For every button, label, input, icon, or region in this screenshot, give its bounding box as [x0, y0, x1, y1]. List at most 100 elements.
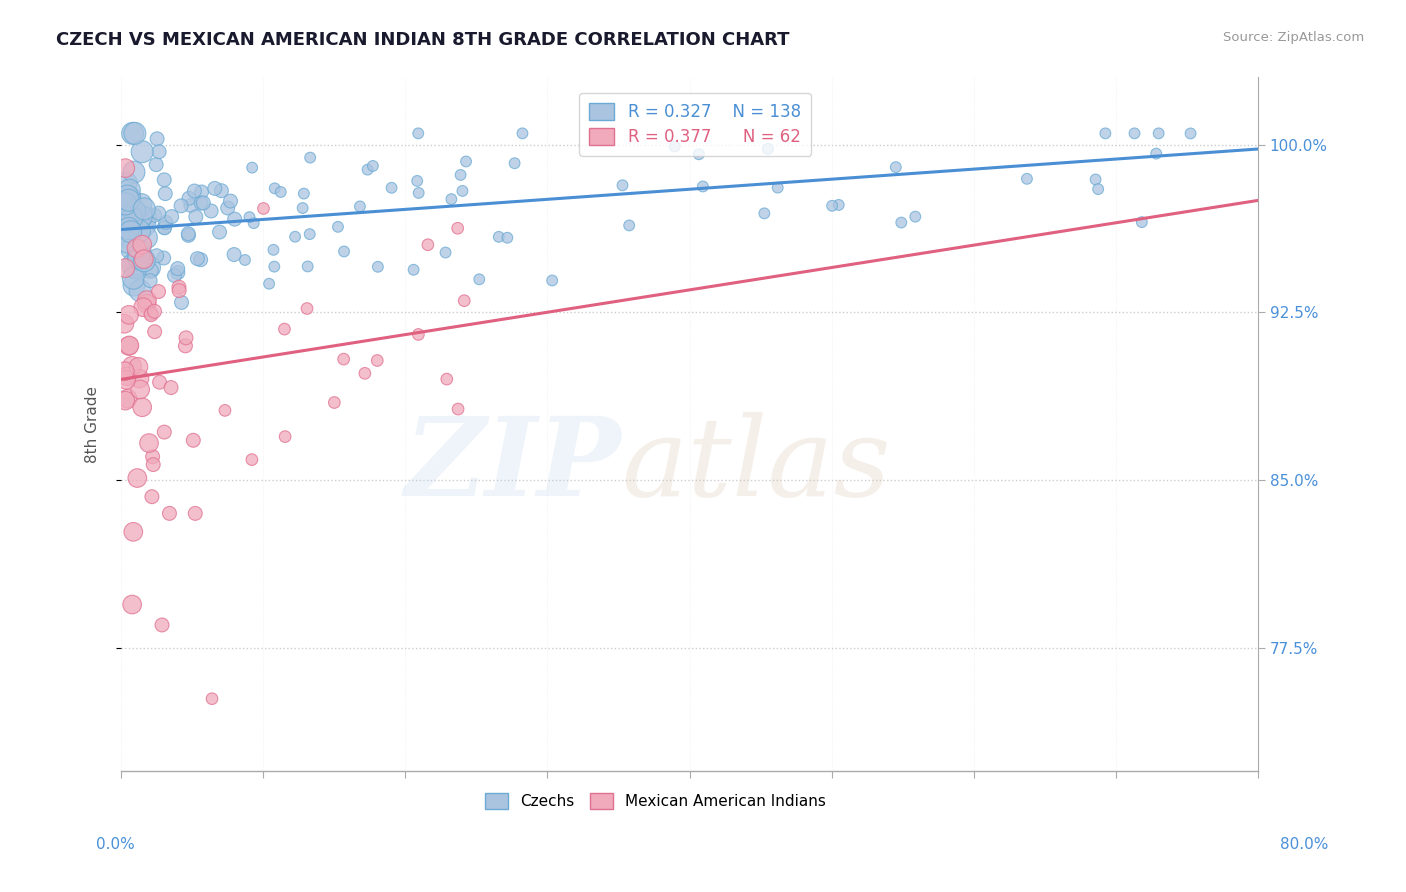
Point — [129, 244, 152, 258]
Point — [138, 436, 160, 450]
Point — [131, 145, 153, 159]
Point — [160, 210, 183, 224]
Point — [297, 260, 319, 274]
Point — [468, 272, 491, 286]
Point — [209, 184, 232, 198]
Point — [688, 147, 710, 161]
Point — [122, 271, 145, 285]
Point — [117, 235, 139, 249]
Point — [134, 202, 156, 216]
Point — [118, 339, 141, 353]
Point — [263, 260, 285, 274]
Point — [332, 352, 354, 367]
Point — [127, 471, 149, 485]
Point — [167, 284, 190, 298]
Point — [115, 212, 138, 227]
Point — [148, 145, 170, 159]
Point — [299, 151, 322, 165]
Point — [177, 228, 200, 243]
Point — [177, 227, 200, 241]
Point — [349, 199, 371, 213]
Point — [434, 245, 457, 260]
Point — [118, 221, 141, 235]
Point — [190, 185, 212, 199]
Legend: Czechs, Mexican American Indians: Czechs, Mexican American Indians — [479, 787, 832, 815]
Point — [122, 202, 145, 217]
Point — [121, 219, 143, 234]
Point — [273, 322, 295, 336]
Point — [381, 181, 404, 195]
Point — [141, 308, 163, 322]
Point — [240, 452, 263, 467]
Point — [134, 253, 156, 268]
Point — [152, 251, 174, 265]
Point — [131, 237, 153, 252]
Point — [118, 183, 141, 197]
Point — [291, 201, 314, 215]
Point — [170, 199, 193, 213]
Point — [406, 126, 429, 140]
Point — [224, 212, 246, 227]
Point — [766, 180, 789, 194]
Point — [124, 259, 146, 273]
Point — [143, 304, 166, 318]
Point — [141, 263, 163, 277]
Point — [181, 434, 204, 448]
Point — [366, 353, 388, 368]
Point — [298, 227, 321, 241]
Text: ZIP: ZIP — [405, 412, 621, 519]
Point — [756, 142, 779, 156]
Point — [754, 206, 776, 220]
Point — [170, 295, 193, 310]
Point — [127, 249, 149, 263]
Point — [163, 268, 186, 283]
Point — [619, 219, 641, 233]
Point — [1130, 215, 1153, 229]
Point — [184, 507, 207, 521]
Point — [263, 181, 285, 195]
Point — [159, 507, 181, 521]
Text: atlas: atlas — [621, 412, 891, 519]
Point — [149, 375, 172, 389]
Point — [1015, 171, 1038, 186]
Point — [219, 194, 242, 208]
Point — [242, 216, 264, 230]
Point — [1147, 126, 1170, 140]
Point — [132, 252, 155, 267]
Point — [167, 266, 190, 280]
Point — [1144, 146, 1167, 161]
Point — [240, 161, 263, 175]
Point — [136, 293, 159, 307]
Text: 80.0%: 80.0% — [1281, 838, 1329, 852]
Point — [138, 260, 160, 275]
Point — [406, 174, 429, 188]
Point — [204, 181, 226, 195]
Point — [541, 273, 564, 287]
Point — [146, 132, 169, 146]
Point — [190, 196, 212, 211]
Point — [155, 215, 177, 229]
Point — [200, 204, 222, 219]
Point — [114, 364, 136, 378]
Point — [153, 425, 176, 439]
Point — [166, 261, 188, 276]
Point — [262, 243, 284, 257]
Point — [454, 154, 477, 169]
Point — [440, 192, 463, 206]
Point — [447, 221, 470, 235]
Point — [1123, 126, 1146, 140]
Point — [828, 198, 851, 212]
Point — [132, 300, 155, 314]
Point — [153, 173, 176, 187]
Point — [326, 219, 349, 234]
Point — [174, 339, 197, 353]
Point — [142, 450, 165, 464]
Point — [436, 372, 458, 386]
Point — [134, 218, 156, 232]
Point — [408, 327, 430, 342]
Point — [208, 225, 231, 239]
Point — [884, 160, 907, 174]
Point — [217, 201, 239, 215]
Point — [416, 237, 439, 252]
Point — [121, 126, 143, 140]
